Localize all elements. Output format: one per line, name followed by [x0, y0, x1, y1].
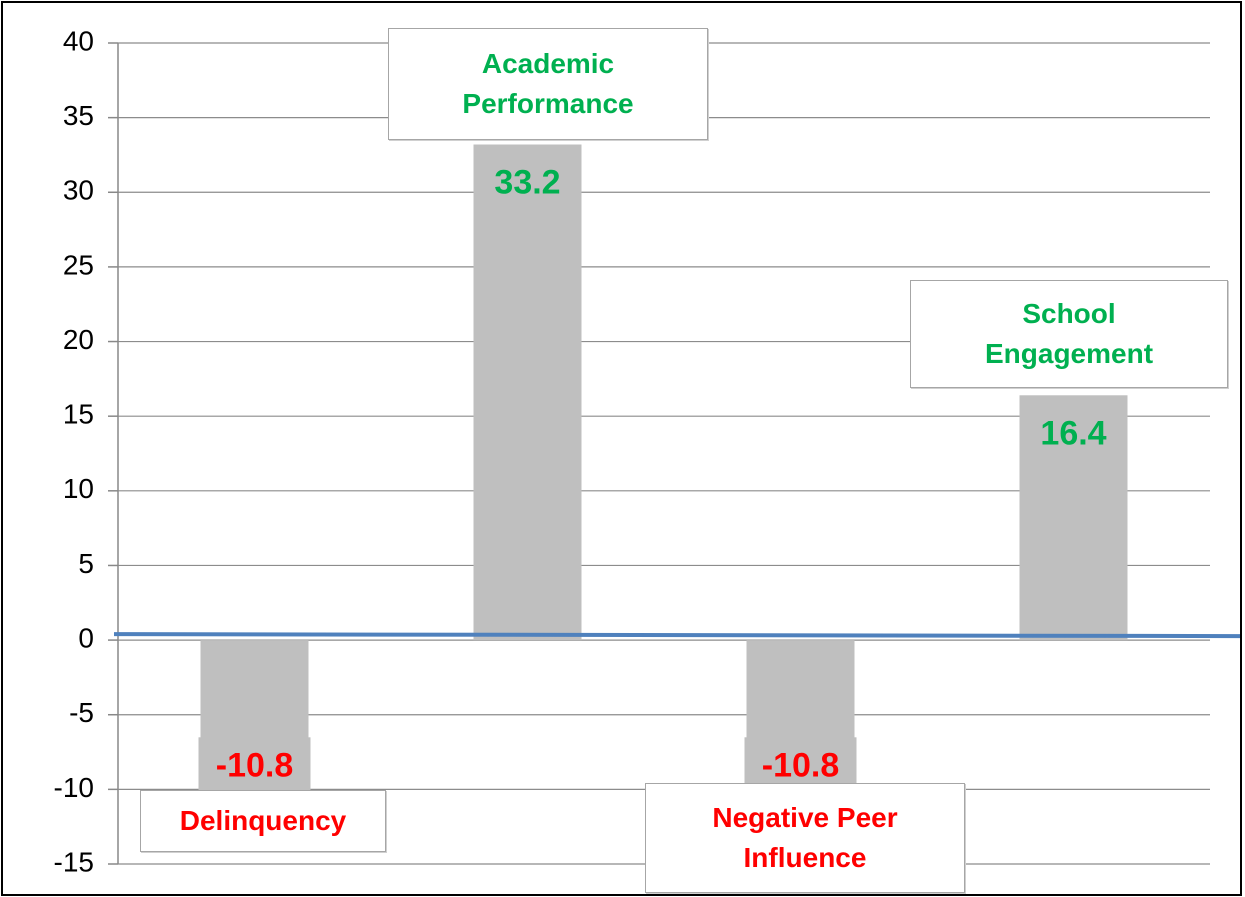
y-tick-label: 10: [63, 473, 94, 504]
category-label: Negative Peer Influence: [712, 802, 898, 873]
y-tick-label: 30: [63, 175, 94, 206]
y-tick-label: -5: [69, 697, 94, 728]
bar: [1019, 395, 1128, 641]
y-tick-label: 20: [63, 324, 94, 355]
category-label-box: School Engagement: [910, 280, 1228, 388]
y-tick-label: 40: [63, 25, 94, 56]
data-label: 16.4: [1040, 414, 1106, 452]
zero-line: [113, 632, 1241, 639]
category-label: Delinquency: [179, 805, 347, 836]
y-tick-label: 25: [63, 249, 94, 280]
data-label: -10.8: [762, 746, 840, 784]
category-label-box: Delinquency: [140, 790, 386, 852]
data-label: -10.8: [216, 746, 294, 784]
y-tick-label: -15: [54, 846, 94, 877]
y-tick-label: -10: [54, 772, 94, 803]
y-tick-label: 5: [78, 548, 94, 579]
category-label-box: Negative Peer Influence: [645, 783, 965, 893]
y-tick-label: 15: [63, 399, 94, 430]
bar: [473, 144, 582, 641]
category-label: School Engagement: [984, 298, 1154, 369]
category-label-box: Academic Performance: [388, 28, 708, 140]
y-tick-label: 0: [78, 622, 94, 653]
category-label: Academic Performance: [462, 48, 634, 119]
data-label: 33.2: [494, 163, 560, 201]
y-tick-label: 35: [63, 100, 94, 131]
data-label-bg: [198, 737, 311, 794]
